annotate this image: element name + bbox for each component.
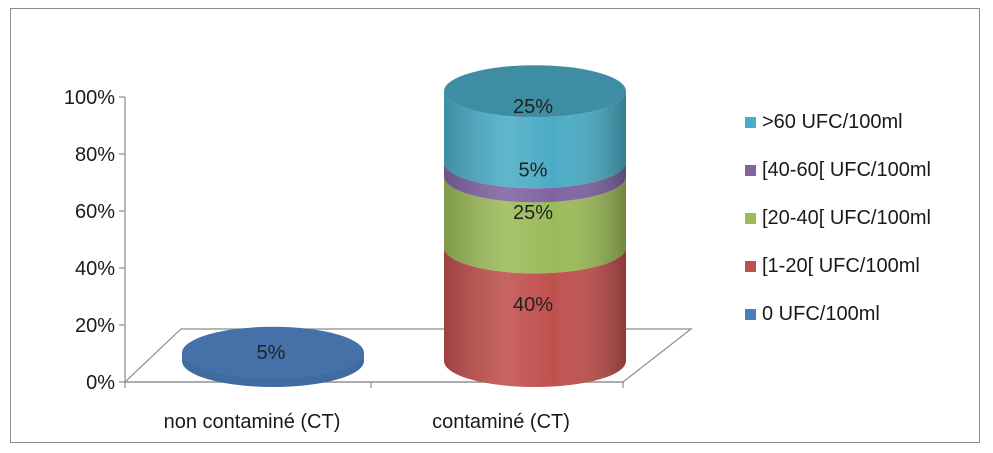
data-label: 25% [513, 96, 553, 118]
data-label: 5% [519, 159, 548, 181]
legend-swatch [745, 117, 756, 128]
legend-swatch [745, 165, 756, 176]
legend-label: 0 UFC/100ml [762, 303, 880, 325]
legend-label: [40-60[ UFC/100ml [762, 159, 931, 181]
legend-label: [1-20[ UFC/100ml [762, 255, 920, 277]
category-label: non contaminé (CT) [164, 411, 341, 433]
y-tick-label: 20% [75, 315, 115, 337]
data-label: 5% [257, 342, 286, 364]
stacked-cylinder-chart: 0% 20% 40% 60% 80% 100% non contaminé (CT) cont… [11, 9, 979, 442]
y-tick-label: 80% [75, 144, 115, 166]
legend-swatch [745, 309, 756, 320]
y-tick-label: 60% [75, 201, 115, 223]
y-tick-label: 0% [86, 372, 115, 394]
legend-label: [20-40[ UFC/100ml [762, 207, 931, 229]
legend-label: >60 UFC/100ml [762, 111, 903, 133]
category-label: contaminé (CT) [432, 411, 570, 433]
y-tick-label: 40% [75, 258, 115, 280]
bars [182, 65, 626, 387]
data-label: 25% [513, 202, 553, 224]
legend-swatch [745, 213, 756, 224]
legend-swatch [745, 261, 756, 272]
chart-frame: 0% 20% 40% 60% 80% 100% non contaminé (CT) cont… [10, 8, 980, 443]
legend: >60 UFC/100ml [40-60[ UFC/100ml [20-40[ UF… [745, 111, 931, 325]
y-tick-label: 100% [64, 87, 115, 109]
data-label: 40% [513, 294, 553, 316]
